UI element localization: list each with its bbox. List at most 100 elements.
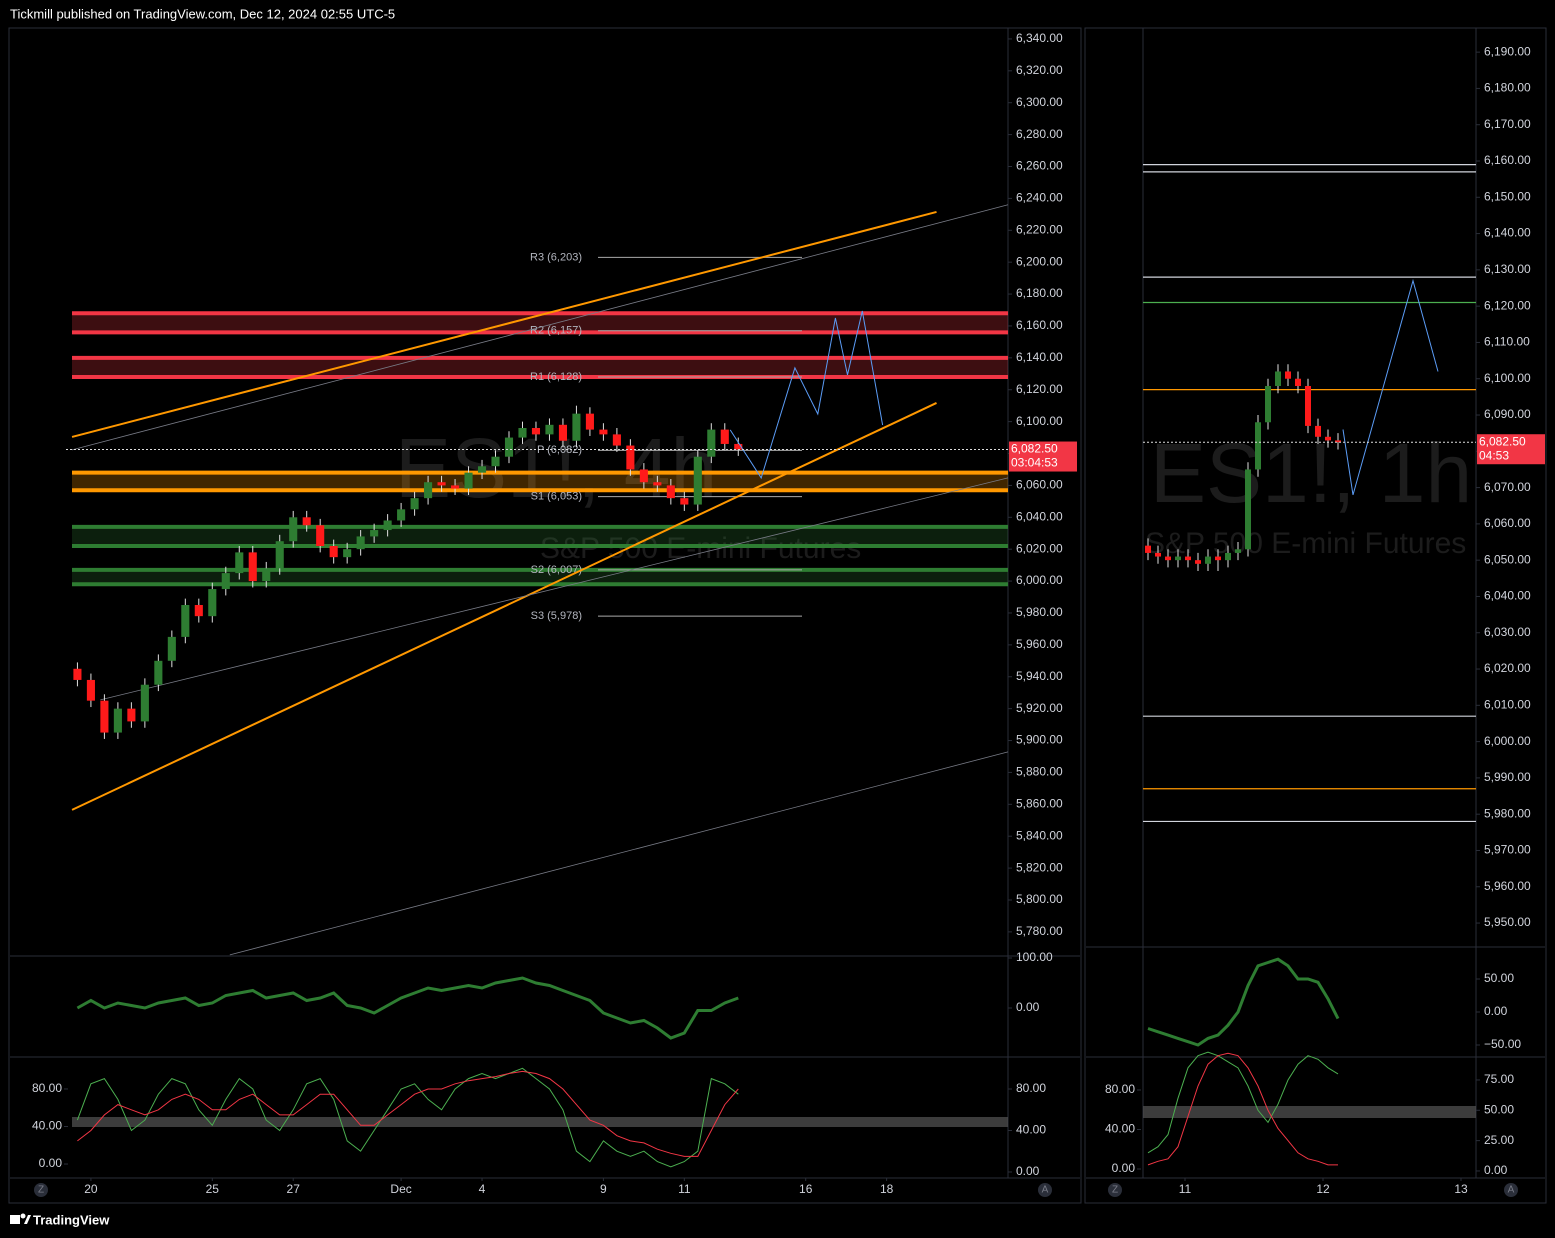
y-tick-label: 6,060.00 (1484, 516, 1531, 530)
right-pane-frame (1084, 27, 1547, 1204)
candle-body (612, 434, 621, 446)
candle-body (639, 469, 648, 483)
candle-body (343, 549, 352, 558)
pivot-label: R1 (6,128) (530, 371, 582, 383)
trendline (71, 210, 937, 438)
x-tick-label: 25 (206, 1182, 220, 1196)
candle-body (1145, 545, 1151, 553)
subtitle-watermark: S&P 500 E-mini Futures (540, 532, 861, 565)
projection (729, 310, 884, 480)
y-tick-label: 6,180.00 (1484, 81, 1531, 95)
x-tick-label: 11 (678, 1182, 691, 1196)
y-tick-label: 6,160.00 (1484, 153, 1531, 167)
candle-body (1245, 469, 1251, 550)
y-tick-label: 5,990.00 (1484, 770, 1531, 784)
candle-body (666, 485, 675, 499)
candle-body (1225, 552, 1231, 561)
y-tick-label: 6,170.00 (1484, 117, 1531, 131)
axis-button-label: Z (38, 1185, 44, 1196)
left-y-tick-label: 40.00 (1105, 1122, 1135, 1136)
pivot-label: P (6,082) (537, 444, 582, 456)
candle-body (1285, 371, 1291, 379)
pivot-label: S2 (6,007) (531, 564, 582, 576)
last-price-label: 6,082.50 (1011, 442, 1058, 456)
stochastic-line (1147, 1052, 1338, 1166)
candle-body (477, 466, 487, 473)
candle-body (734, 443, 743, 450)
candle-body (545, 424, 554, 435)
trendline (71, 402, 937, 811)
candle-body (73, 668, 82, 680)
candle-body (356, 536, 365, 550)
candle-body (1275, 371, 1281, 386)
candle-body (720, 429, 729, 444)
x-tick-label: 16 (799, 1182, 813, 1196)
x-tick-label: 13 (1454, 1182, 1468, 1196)
y-tick-label: 6,340.00 (1016, 31, 1063, 45)
candle-body (221, 573, 230, 590)
y-tick-label: 100.00 (1016, 950, 1053, 964)
candle-body (572, 413, 581, 441)
y-tick-label: 25.00 (1484, 1133, 1514, 1147)
y-tick-label: 6,040.00 (1484, 589, 1531, 603)
axis-button (1108, 1183, 1122, 1197)
projection (1342, 278, 1439, 496)
y-tick-label: 6,010.00 (1484, 697, 1531, 711)
y-tick-label: 75.00 (1484, 1072, 1514, 1086)
y-tick-label: 5,820.00 (1016, 860, 1063, 874)
candle-body (329, 545, 338, 558)
y-tick-label: 6,120.00 (1016, 382, 1063, 396)
y-tick-label: 5,960.00 (1484, 879, 1531, 893)
candle-body (410, 498, 419, 510)
y-tick-label: 6,150.00 (1484, 189, 1531, 203)
x-tick-label: 20 (84, 1182, 98, 1196)
axis-button-label: Z (1112, 1185, 1118, 1196)
candle-body (1295, 378, 1301, 386)
candle-body (154, 660, 163, 685)
y-tick-label: 6,200.00 (1016, 254, 1063, 268)
axis-button-label: A (1508, 1185, 1515, 1196)
y-tick-label: 6,260.00 (1016, 159, 1063, 173)
candle-body (1185, 556, 1191, 561)
candle-body (316, 525, 325, 546)
candle-body (1315, 425, 1321, 437)
candle-body (275, 541, 284, 569)
candle-body (181, 604, 190, 637)
candle-body (86, 679, 95, 701)
candle-body (370, 530, 379, 537)
logo-part (10, 1215, 20, 1224)
y-tick-label: 6,110.00 (1484, 335, 1530, 349)
zone (72, 357, 1008, 377)
y-tick-label: 6,320.00 (1016, 63, 1063, 77)
pivot-label: R2 (6,157) (530, 325, 582, 337)
candle-body (289, 517, 298, 542)
last-price-label: 6,082.50 (1479, 434, 1526, 448)
stoch-band (72, 1117, 1008, 1127)
candle-body (558, 424, 567, 441)
y-tick-label: 5,860.00 (1016, 796, 1063, 810)
left-y-tick-label: 0.00 (39, 1156, 63, 1170)
y-tick-label: 0.00 (1016, 1164, 1040, 1178)
candle-body (1165, 556, 1171, 561)
oscillator-line (76, 976, 739, 1040)
x-tick-label: Dec (390, 1182, 411, 1196)
trendline (71, 204, 1009, 451)
y-tick-label: 6,160.00 (1016, 318, 1063, 332)
y-tick-label: 6,190.00 (1484, 44, 1531, 58)
candle-body (383, 520, 392, 531)
candle-body (518, 428, 527, 438)
candle-body (504, 437, 514, 457)
left-y-tick-label: 80.00 (1105, 1082, 1135, 1096)
oscillator-line (1147, 957, 1340, 1047)
y-tick-label: 5,980.00 (1484, 806, 1531, 820)
left-y-tick-label: 40.00 (32, 1119, 62, 1133)
y-tick-label: 6,100.00 (1484, 371, 1531, 385)
candle-body (1255, 422, 1261, 470)
y-tick-label: 5,940.00 (1016, 669, 1063, 683)
candle-body (680, 498, 689, 505)
y-tick-label: 6,030.00 (1484, 625, 1531, 639)
last-price-box (1477, 434, 1545, 465)
y-tick-label: 6,130.00 (1484, 262, 1531, 276)
stochastic-line (76, 1067, 739, 1168)
